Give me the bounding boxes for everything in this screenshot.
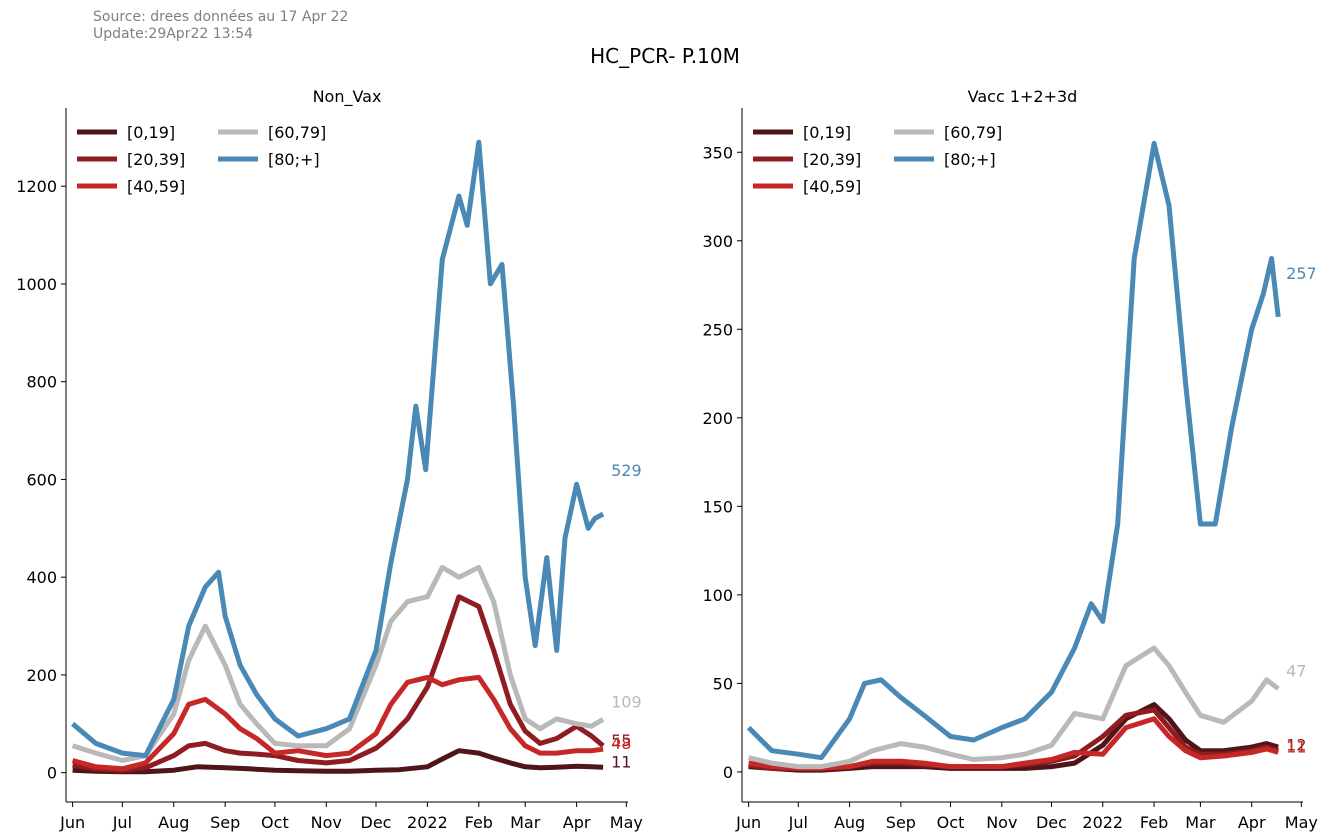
update-line: Update:29Apr22 13:54	[93, 26, 254, 42]
end-label: 47	[1286, 662, 1306, 681]
y-tick-label: 250	[702, 320, 733, 339]
series-line	[748, 645, 1280, 770]
x-tick-label: Aug	[834, 813, 865, 832]
series-line	[746, 140, 1281, 761]
x-tick-label: Dec	[361, 813, 392, 832]
legend-label: [0,19]	[803, 123, 851, 142]
legend-label: [60,79]	[268, 123, 326, 142]
legend-label: [40,59]	[127, 177, 185, 196]
x-tick-label: Apr	[1238, 813, 1266, 832]
legend-label: [20,39]	[803, 150, 861, 169]
series-line	[748, 716, 1279, 771]
x-tick-label: Dec	[1036, 813, 1067, 832]
y-tick-label: 0	[47, 764, 57, 783]
y-tick-label: 200	[26, 666, 57, 685]
x-tick-label: Oct	[261, 813, 289, 832]
source-line: Source: drees données au 17 Apr 22	[93, 9, 349, 25]
end-label: 12	[1286, 736, 1306, 755]
y-tick-label: 300	[702, 232, 733, 251]
end-label: 257	[1286, 264, 1317, 283]
x-tick-label: 2022	[407, 813, 448, 832]
end-label: 529	[611, 461, 642, 480]
legend-label: [40,59]	[803, 177, 861, 196]
end-label: 109	[611, 692, 642, 711]
x-tick-label: Nov	[311, 813, 342, 832]
x-tick-label: Mar	[1185, 813, 1216, 832]
panel-title: Non_Vax	[313, 87, 382, 107]
y-tick-label: 1200	[16, 177, 57, 196]
x-tick-label: Feb	[1140, 813, 1168, 832]
x-tick-label: Jun	[59, 813, 85, 832]
x-tick-label: May	[1285, 813, 1318, 832]
series-line	[70, 139, 605, 759]
figure-title: HC_PCR- P.10M	[590, 44, 740, 68]
end-label: 11	[611, 752, 631, 771]
legend-label: [60,79]	[944, 123, 1002, 142]
x-tick-label: May	[610, 813, 643, 832]
x-tick-label: Nov	[986, 813, 1017, 832]
legend-label: [80;+]	[944, 150, 996, 169]
y-tick-label: 800	[26, 373, 57, 392]
y-tick-label: 0	[723, 763, 733, 782]
panel-1: Non_Vax 0 200 400 600 800 1000 1200 Jun Jul Aug Sep…	[16, 87, 643, 832]
x-tick-label: Sep	[210, 813, 240, 832]
legend-label: [20,39]	[127, 150, 185, 169]
x-tick-label: Mar	[510, 813, 541, 832]
x-tick-label: Jun	[735, 813, 761, 832]
panel-2: Vacc 1+2+3d 0 50 100 150 200 250 300 350 Jun Jul Au…	[702, 87, 1317, 832]
y-tick-label: 1000	[16, 275, 57, 294]
y-tick-label: 50	[713, 674, 733, 693]
panel-title: Vacc 1+2+3d	[968, 87, 1078, 106]
series-line	[71, 674, 604, 772]
x-tick-label: 2022	[1082, 813, 1123, 832]
x-tick-label: Jul	[788, 813, 808, 832]
x-tick-label: Oct	[937, 813, 965, 832]
y-tick-label: 600	[26, 470, 57, 489]
source-note: Source: drees données au 17 Apr 22 Updat…	[93, 9, 348, 43]
end-label: 55	[611, 731, 631, 750]
series-line	[72, 594, 605, 773]
y-tick-label: 350	[702, 143, 733, 162]
end-label: 11	[1286, 737, 1306, 756]
legend-label: [0,19]	[127, 123, 175, 142]
y-tick-label: 100	[702, 586, 733, 605]
y-tick-label: 200	[702, 409, 733, 428]
y-tick-label: 400	[26, 568, 57, 587]
series-line	[72, 748, 604, 775]
x-tick-label: Sep	[886, 813, 916, 832]
series-line	[71, 564, 605, 763]
y-tick-label: 150	[702, 497, 733, 516]
x-tick-label: Aug	[158, 813, 189, 832]
x-tick-label: Feb	[465, 813, 493, 832]
legend-label: [80;+]	[268, 150, 320, 169]
x-tick-label: Apr	[563, 813, 591, 832]
end-label: 48	[611, 734, 631, 753]
x-tick-label: Jul	[112, 813, 132, 832]
